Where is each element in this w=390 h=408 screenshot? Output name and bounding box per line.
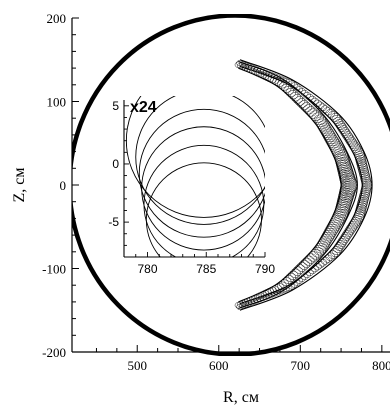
inset-orbit xyxy=(141,126,265,251)
orbit-loop xyxy=(303,271,311,278)
orbit-loop xyxy=(323,254,333,263)
orbit-loop xyxy=(320,256,330,265)
inset-background xyxy=(124,96,267,257)
orbit-loop xyxy=(305,269,314,277)
band-outer-edge xyxy=(239,59,373,311)
inset-x-tick-label: 790 xyxy=(255,262,275,276)
inset-x-tick-label: 785 xyxy=(196,262,216,276)
crescent-band xyxy=(236,59,373,311)
orbit-loop xyxy=(320,105,330,114)
orbit-loop xyxy=(323,107,333,116)
x-tick-label: 500 xyxy=(127,358,147,373)
orbit-loop xyxy=(341,129,352,139)
orbit-loop xyxy=(313,244,327,256)
inset-orbit xyxy=(135,96,265,225)
orbit-loop xyxy=(346,137,357,147)
inset-orbit xyxy=(138,108,265,238)
orbit-loop xyxy=(338,125,349,135)
orbit-loop xyxy=(305,253,317,264)
orbit-loop xyxy=(345,225,356,235)
orbit-loop xyxy=(310,97,319,105)
y-tick-label: 200 xyxy=(47,11,67,26)
orbit-loop xyxy=(308,95,317,103)
inset-x-tick-label: 780 xyxy=(137,262,157,276)
orbit-loop xyxy=(308,267,317,275)
orbit-loop xyxy=(309,249,322,260)
x-tick-label: 800 xyxy=(372,358,390,373)
orbit-loop xyxy=(305,106,317,117)
y-tick-label: -200 xyxy=(42,345,66,360)
orbit-loop xyxy=(343,133,355,143)
orbit-loop xyxy=(345,135,356,145)
orbit-loop xyxy=(302,104,315,115)
orbit-loop xyxy=(318,103,327,112)
x-tick-label: 700 xyxy=(291,358,311,373)
y-tick-label: 100 xyxy=(47,95,67,110)
band-inner-edge xyxy=(238,67,342,303)
orbit-loop xyxy=(298,100,310,110)
orbit-loop xyxy=(305,93,314,101)
orbit-loop xyxy=(300,102,313,113)
band-inner-edge xyxy=(239,65,363,305)
orbit-loop xyxy=(327,250,338,259)
inset-orbit xyxy=(145,162,262,257)
inset-plot: 5 0 -5 780 785 790 x24 xyxy=(108,96,275,276)
orbit-loop xyxy=(311,247,324,258)
orbit-loop xyxy=(342,229,353,239)
orbit-loop xyxy=(343,227,355,237)
y-axis-title: Z, см xyxy=(11,168,28,203)
inset-title: x24 xyxy=(130,99,157,116)
inset-y-tick-label: -5 xyxy=(108,215,119,229)
inset-y-tick-label: 5 xyxy=(112,99,119,113)
main-data xyxy=(72,14,390,356)
orbit-loop xyxy=(300,257,313,268)
y-tick-label: -100 xyxy=(42,262,66,277)
orbit-loop xyxy=(303,92,311,99)
orbit-loop xyxy=(342,131,353,141)
orbit-loop xyxy=(288,80,296,87)
orbit-loop xyxy=(346,223,357,233)
orbit-loop xyxy=(339,127,350,137)
x-axis-title: R, см xyxy=(223,389,259,406)
inset-y-tick-label: 0 xyxy=(112,157,119,171)
orbit-loop xyxy=(311,112,324,123)
orbit-loop xyxy=(276,281,287,291)
vessel-circle xyxy=(72,14,390,356)
orbit-loop xyxy=(310,265,319,273)
y-tick-label: 0 xyxy=(60,178,67,193)
orbit-loop xyxy=(318,258,327,267)
main-plot: 200 100 0 -100 -200 500 600 700 800 R, см Z, см xyxy=(11,11,390,406)
orbit-loop xyxy=(302,255,315,266)
inset-orbit xyxy=(143,144,265,257)
orbit-loop xyxy=(298,260,310,270)
x-tick-label: 600 xyxy=(209,358,229,373)
